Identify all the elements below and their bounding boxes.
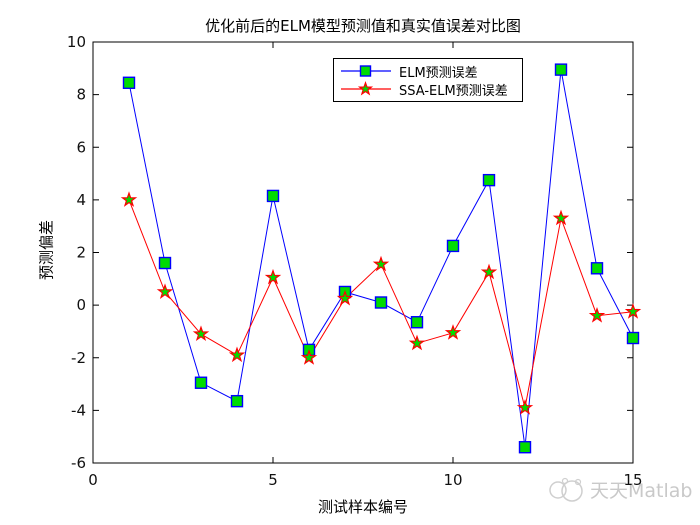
ssa-elm-marker bbox=[552, 209, 570, 226]
ssa-elm-marker bbox=[300, 349, 318, 365]
elm-marker bbox=[266, 189, 280, 203]
elm-marker bbox=[626, 331, 640, 345]
watermark-text: 天天Matlab bbox=[590, 479, 693, 502]
elm-marker bbox=[554, 63, 568, 76]
ssa-elm-marker bbox=[264, 268, 282, 285]
ssa-elm-marker bbox=[624, 303, 642, 319]
elm-legend-sample-icon bbox=[341, 65, 391, 77]
elm-marker bbox=[590, 262, 604, 275]
y-tick-label: -2 bbox=[71, 349, 86, 367]
y-tick-label: 8 bbox=[76, 86, 86, 104]
legend-label-elm: ELM预测误差 bbox=[399, 65, 478, 81]
watermark: 天天Matlab bbox=[546, 473, 692, 505]
ssa-elm-marker bbox=[408, 334, 426, 351]
elm-marker bbox=[518, 441, 532, 454]
chart-title: 优化前后的ELM模型预测值和真实值误差对比图 bbox=[205, 17, 521, 35]
legend-item-elm: ELM预测误差 bbox=[340, 63, 516, 81]
elm-marker bbox=[122, 76, 136, 89]
ssa-elm-marker bbox=[588, 307, 606, 323]
legend-item-ssa-elm: SSA-ELM预测误差 bbox=[340, 81, 516, 99]
elm-marker bbox=[230, 394, 244, 408]
y-tick-label: 6 bbox=[76, 138, 86, 156]
x-tick-label: 5 bbox=[268, 471, 278, 489]
ssa-elm-marker bbox=[228, 346, 246, 363]
y-tick-label: 2 bbox=[76, 244, 86, 262]
ssa-elm-legend-sample-icon bbox=[341, 81, 391, 96]
x-axis-label: 测试样本编号 bbox=[317, 498, 408, 516]
ssa-elm-marker bbox=[156, 283, 174, 299]
y-tick-label: 4 bbox=[76, 191, 86, 209]
ssa-elm-marker bbox=[516, 399, 534, 415]
ssa-elm-marker bbox=[480, 263, 498, 280]
ssa-elm-marker bbox=[444, 324, 462, 340]
legend: ELM预测误差 SSA-ELM预测误差 bbox=[333, 58, 523, 102]
elm-marker bbox=[374, 296, 388, 309]
x-tick-label: 15 bbox=[623, 471, 642, 489]
elm-marker bbox=[158, 256, 172, 270]
elm-marker bbox=[410, 316, 424, 329]
elm-marker bbox=[482, 173, 496, 187]
legend-label-ssa-elm: SSA-ELM预测误差 bbox=[399, 83, 508, 99]
ssa-elm-marker bbox=[336, 289, 354, 306]
y-tick-label: 0 bbox=[76, 296, 86, 314]
x-tick-label: 0 bbox=[88, 471, 98, 489]
x-tick-label: 10 bbox=[443, 471, 462, 489]
y-tick-label: 10 bbox=[67, 33, 86, 51]
y-tick-label: -4 bbox=[71, 401, 86, 419]
axes-box bbox=[92, 41, 634, 464]
elm-marker bbox=[446, 239, 460, 253]
ssa-elm-marker bbox=[372, 255, 390, 272]
elm-marker bbox=[194, 376, 208, 389]
watermark-logo-icon bbox=[549, 477, 583, 502]
ssa-elm-marker bbox=[192, 325, 210, 342]
y-tick-label: -6 bbox=[71, 454, 86, 472]
ssa-elm-marker bbox=[120, 191, 138, 207]
